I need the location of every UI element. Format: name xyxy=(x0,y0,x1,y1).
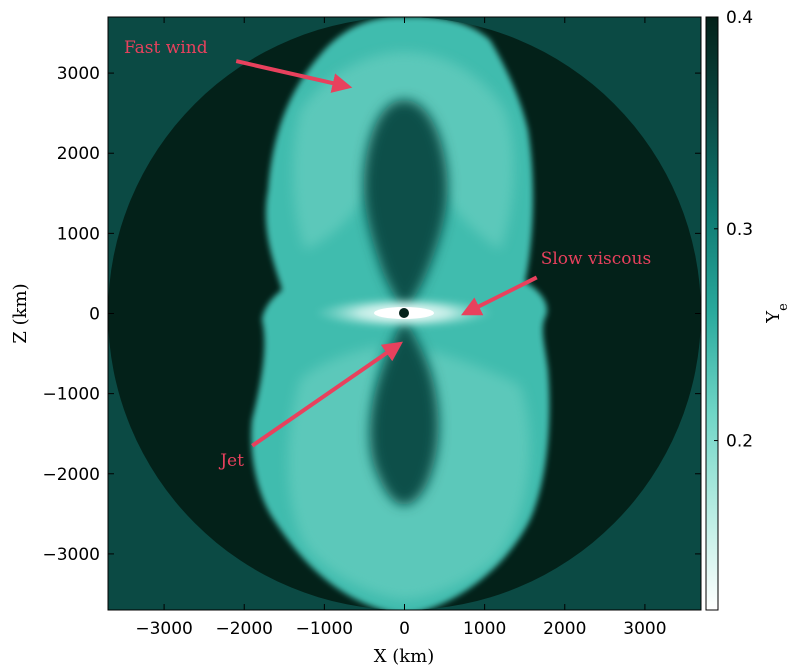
upper-cavity xyxy=(363,100,448,312)
y-tick-label: 2000 xyxy=(57,144,100,164)
annotation-label: Slow viscous xyxy=(541,249,651,269)
colorbar-label-subscript: e xyxy=(776,303,791,311)
heatmap-field xyxy=(108,17,701,610)
colorbar-ticks: 0.2 0.3 0.4 xyxy=(714,8,753,452)
outflow-highlights-lower xyxy=(288,345,531,600)
colorbar-label: Ye xyxy=(763,303,791,324)
x-tick-label: 3000 xyxy=(623,619,666,639)
annotation-arrow xyxy=(461,275,538,316)
colorbar-gradient xyxy=(705,16,719,611)
y-tick-label: 3000 xyxy=(57,64,100,84)
y-tick-label: −3000 xyxy=(42,545,100,565)
lower-cavity xyxy=(369,318,439,505)
x-tick-label: −2000 xyxy=(215,619,273,639)
x-axis: −3000 −2000 −1000 0 1000 2000 3000 xyxy=(135,17,667,639)
colorbar-label-main: Y xyxy=(763,310,784,324)
x-tick-label: −3000 xyxy=(135,619,193,639)
y-axis: −3000 −2000 −1000 0 1000 2000 3000 xyxy=(42,64,701,565)
y-tick-label: −1000 xyxy=(42,385,100,405)
colorbar-tick-label: 0.2 xyxy=(726,432,753,452)
y-tick-label: 1000 xyxy=(57,224,100,244)
x-tick-label: 2000 xyxy=(543,619,586,639)
central-object xyxy=(399,308,409,318)
x-tick-label: 0 xyxy=(399,619,410,639)
colorbar-tick-label: 0.4 xyxy=(726,8,753,28)
y-axis-title: Z (km) xyxy=(10,283,31,343)
outflow-highlights xyxy=(293,52,515,250)
annotation-arrow xyxy=(235,59,353,93)
annotations: Fast wind Slow viscous Jet xyxy=(124,38,651,471)
y-tick-label: 0 xyxy=(89,305,100,325)
annotation-label: Jet xyxy=(218,451,244,471)
x-tick-label: 1000 xyxy=(463,619,506,639)
colorbar-tick-label: 0.3 xyxy=(726,220,753,240)
annotation-label: Fast wind xyxy=(124,38,208,58)
y-tick-label: −2000 xyxy=(42,465,100,485)
x-axis-title: X (km) xyxy=(374,646,435,667)
x-tick-label: −1000 xyxy=(296,619,354,639)
colorbar: 0.2 0.3 0.4 Ye xyxy=(705,8,791,611)
annotation-arrow xyxy=(251,341,403,448)
